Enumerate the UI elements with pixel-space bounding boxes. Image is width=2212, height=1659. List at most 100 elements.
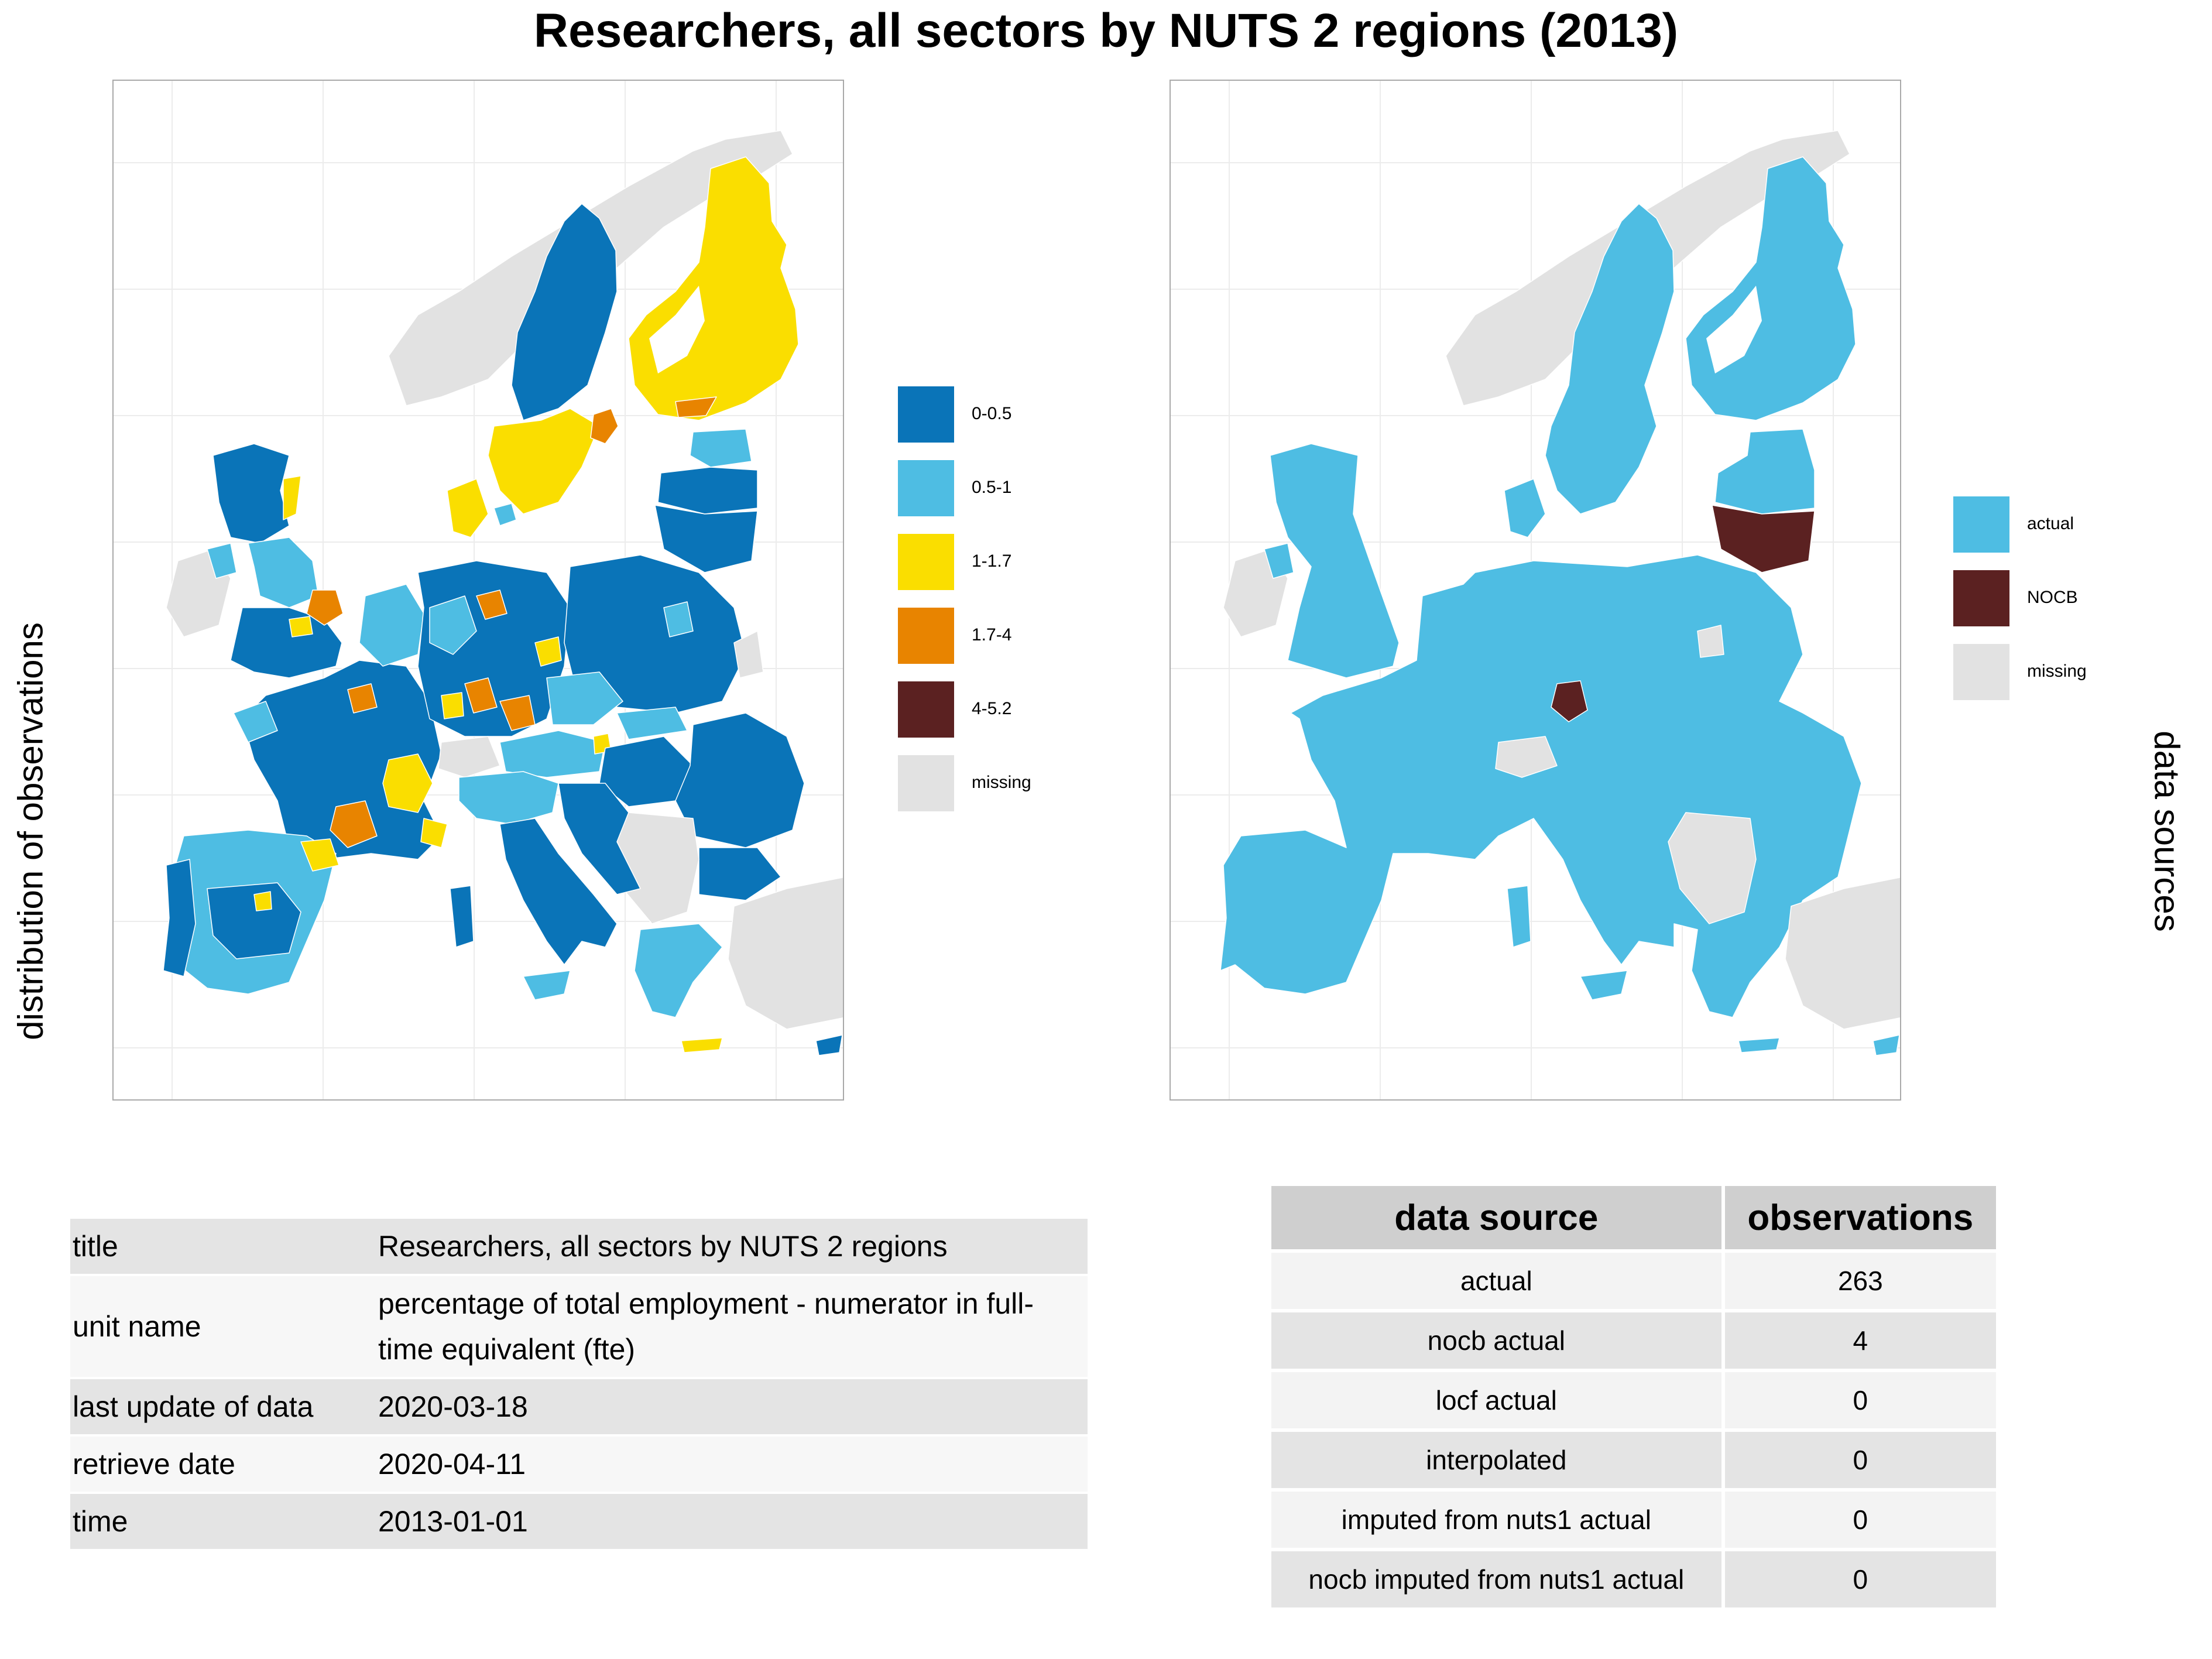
data-source-map-svg <box>1171 81 1900 1099</box>
legend-swatch <box>898 460 954 516</box>
region-cyprus <box>1873 1034 1900 1056</box>
legend-swatch <box>1953 496 2009 553</box>
legend-item: actual <box>1953 496 2164 553</box>
table-cell-observations: 4 <box>1723 1309 1996 1370</box>
table-row: locf actual 0 <box>1271 1369 1996 1430</box>
region-bulgaria <box>698 847 781 901</box>
legend-label: 0-0.5 <box>972 404 1012 423</box>
region-sicily <box>523 970 571 1000</box>
table-cell-value: 2013-01-01 <box>376 1493 1088 1551</box>
legend-item: 0-0.5 <box>898 386 1109 443</box>
region-midi-pyrenees <box>330 800 378 848</box>
table-row: actual 263 <box>1271 1249 1996 1311</box>
table-row: imputed from nuts1 actual 0 <box>1271 1488 1996 1550</box>
region-czech-nocb <box>1551 680 1588 722</box>
region-czech <box>546 671 623 725</box>
table-cell-observations: 0 <box>1723 1548 1996 1607</box>
data-source-map <box>1170 80 1901 1101</box>
region-italy-north <box>458 771 559 825</box>
table-cell-source: interpolated <box>1271 1428 1725 1490</box>
legend-item: NOCB <box>1953 570 2164 626</box>
region-helsinki <box>675 396 717 418</box>
region-poland <box>564 554 746 714</box>
legend-label: 4-5.2 <box>972 699 1012 718</box>
legend-item: missing <box>898 755 1109 811</box>
region-denmark <box>1504 478 1546 538</box>
table-cell-source: locf actual <box>1271 1369 1725 1430</box>
region-rhone-alpes <box>382 753 433 813</box>
table-cell-value: 2020-04-11 <box>376 1435 1088 1494</box>
table-row: time 2013-01-01 <box>70 1493 1088 1551</box>
region-saxony <box>534 636 562 667</box>
chart-title: Researchers, all sectors by NUTS 2 regio… <box>533 4 1679 57</box>
legend-swatch <box>898 681 954 738</box>
region-ile-de-france <box>347 683 378 714</box>
table-row: nocb actual 4 <box>1271 1309 1996 1370</box>
region-switzerland <box>1495 736 1558 778</box>
region-switzerland <box>438 736 500 778</box>
table-cell-source: nocb imputed from nuts1 actual <box>1271 1548 1725 1607</box>
right-panel-label: data sources <box>2147 731 2187 932</box>
legend-item: 1-1.7 <box>898 534 1109 590</box>
region-estonia-latvia <box>1714 429 1815 515</box>
region-east-missing <box>733 630 764 678</box>
region-greece <box>634 923 723 1018</box>
legend-item: 4-5.2 <box>898 681 1109 738</box>
legend-item: missing <box>1953 644 2164 700</box>
region-italy <box>499 818 618 965</box>
table-header-row: data source observations <box>1271 1186 1996 1251</box>
region-castilla <box>207 882 301 959</box>
distribution-map-svg <box>114 81 843 1099</box>
region-scandinavia <box>1545 203 1675 515</box>
legend-label: NOCB <box>2027 588 2078 607</box>
table-cell-observations: 0 <box>1723 1488 1996 1550</box>
region-oberbayern <box>499 695 536 731</box>
region-cyprus <box>815 1034 843 1056</box>
region-estonia <box>690 429 752 468</box>
region-poland-missing <box>1697 625 1724 658</box>
legend-label: 1.7-4 <box>972 625 1012 645</box>
table-cell-key: title <box>70 1219 376 1276</box>
region-turkey <box>1785 877 1900 1030</box>
table-row: retrieve date 2020-04-11 <box>70 1435 1088 1494</box>
region-catalonia <box>300 838 339 872</box>
region-crete <box>1738 1037 1780 1053</box>
table-cell-key: retrieve date <box>70 1435 376 1494</box>
region-portugal <box>163 859 196 977</box>
region-england-south <box>230 607 342 678</box>
table-cell-observations: 0 <box>1723 1428 1996 1490</box>
region-ireland-east <box>207 543 237 579</box>
table-cell-key: time <box>70 1493 376 1551</box>
region-gulf-bothnia <box>649 286 705 373</box>
legend-item: 1.7-4 <box>898 608 1109 664</box>
legend-swatch <box>898 386 954 443</box>
legend-label: actual <box>2027 514 2074 533</box>
region-turkey <box>728 877 843 1030</box>
region-scotland-east <box>283 475 301 520</box>
region-sweden <box>511 203 618 421</box>
region-england-north <box>248 537 319 608</box>
table-cell-source: actual <box>1271 1249 1725 1311</box>
data-source-table: data source observations actual 263 nocb… <box>1271 1186 1996 1607</box>
region-sardinia <box>450 885 474 948</box>
legend-item: 0.5-1 <box>898 460 1109 516</box>
region-crete <box>681 1037 723 1053</box>
distribution-map <box>112 80 844 1101</box>
region-lithuania <box>654 505 758 573</box>
region-copenhagen <box>493 503 517 526</box>
region-austria <box>499 730 606 778</box>
table-cell-observations: 263 <box>1723 1249 1996 1311</box>
region-paca <box>420 818 448 848</box>
region-sweden-south <box>488 408 600 515</box>
region-croatia <box>558 783 641 895</box>
legend-swatch <box>1953 644 2009 700</box>
region-sicily <box>1580 970 1628 1000</box>
table-cell-key: last update of data <box>70 1378 376 1437</box>
region-madrid <box>253 891 272 911</box>
table-header: observations <box>1723 1186 1996 1251</box>
metadata-table: title Researchers, all sectors by NUTS 2… <box>70 1219 1088 1551</box>
table-row: nocb imputed from nuts1 actual 0 <box>1271 1548 1996 1607</box>
region-latvia <box>657 467 758 515</box>
legend-label: 1-1.7 <box>972 551 1012 571</box>
region-sardinia <box>1507 885 1531 948</box>
